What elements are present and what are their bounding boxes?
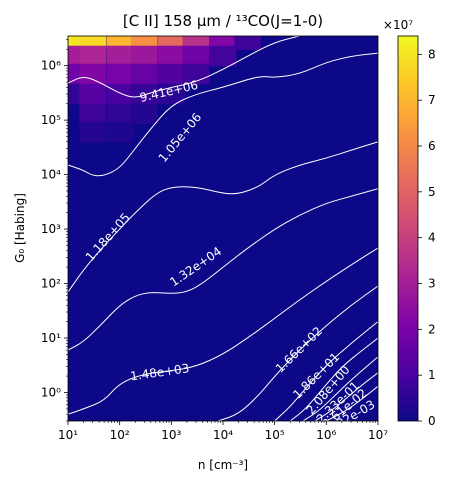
heatmap-cell	[158, 63, 185, 85]
heatmap-cell	[106, 45, 133, 67]
heatmap-cell	[79, 121, 106, 143]
heatmap-cell	[182, 45, 210, 67]
heatmap-cell	[106, 103, 133, 125]
contour-line	[302, 356, 378, 421]
plot-area: 9.41e+061.05e+061.18e+051.32e+041.48e+03…	[67, 35, 379, 422]
chart-title: [C II] 158 μm / ¹³CO(J=1-0)	[123, 12, 323, 30]
colorbar-ticks: 0 1 2 3 4 5 6 7 8	[418, 47, 436, 428]
colorbar-tick-label: 4	[428, 231, 436, 245]
x-tick-label: 10³	[161, 428, 181, 442]
colorbar-tick-label: 3	[428, 277, 436, 291]
heatmap-cell	[68, 83, 82, 105]
heatmap-cell	[68, 63, 82, 85]
y-tick-label: 10²	[41, 277, 61, 291]
contour-line	[274, 321, 378, 421]
colorbar-tick-label: 6	[428, 139, 436, 153]
contour-line	[289, 337, 378, 421]
heatmap-cell	[106, 83, 133, 105]
contour-line	[68, 52, 378, 177]
colorbar-tick-label: 0	[428, 414, 436, 428]
contour-line	[68, 36, 300, 98]
heatmap-cell	[158, 45, 185, 67]
contour-line	[68, 188, 378, 351]
y-tick-label: 10⁶	[41, 59, 61, 73]
colorbar-tick-label: 7	[428, 93, 436, 107]
contour-line	[217, 285, 378, 421]
heatmap-cell	[130, 103, 158, 125]
contour-line	[68, 141, 378, 293]
heatmap-cell	[79, 63, 106, 85]
x-tick-label: 10⁵	[265, 428, 285, 442]
heatmap-cell	[68, 45, 82, 67]
heatmap-cell	[79, 83, 106, 105]
y-tick-label: 10¹	[41, 331, 61, 345]
x-tick-label: 10²	[110, 428, 130, 442]
heatmap-cell	[79, 103, 106, 125]
contour-line	[68, 247, 378, 415]
colorbar: 0 1 2 3 4 5 6 7 8 ×10⁷	[383, 18, 436, 428]
contour-line	[326, 385, 378, 421]
y-axis: 10⁰ 10¹ 10² 10³ 10⁴ 10⁵ 10⁶	[41, 39, 68, 422]
heatmap-cell	[130, 63, 158, 85]
y-tick-label: 10³	[41, 222, 61, 236]
x-tick-label: 10¹	[58, 428, 78, 442]
colorbar-tick-label: 2	[428, 322, 436, 336]
x-tick-label: 10⁴	[213, 428, 233, 442]
heatmap-cell	[106, 121, 133, 143]
heatmap-cell	[130, 83, 158, 105]
y-tick-label: 10⁴	[41, 168, 61, 182]
heatmap-cell	[106, 63, 133, 85]
y-tick-label: 10⁰	[41, 386, 61, 400]
x-tick-label: 10⁶	[316, 428, 336, 442]
y-axis-label: G₀ [Habing]	[13, 193, 27, 263]
colorbar-gradient	[397, 35, 419, 422]
colorbar-tick-label: 1	[428, 368, 436, 382]
heatmap-cell	[79, 45, 106, 67]
colorbar-tick-label: 8	[428, 47, 436, 61]
heatmap-cell	[130, 45, 158, 67]
heatmap-cell	[209, 45, 237, 67]
contour-line	[314, 372, 378, 421]
colorbar-multiplier: ×10⁷	[383, 18, 413, 32]
x-tick-label: 10⁷	[368, 428, 388, 442]
colorbar-tick-label: 5	[428, 185, 436, 199]
y-tick-label: 10⁵	[41, 113, 61, 127]
heatmap-cell	[234, 36, 261, 50]
x-axis: 10¹ 10² 10³ 10⁴ 10⁵ 10⁶ 10⁷	[58, 421, 388, 442]
x-axis-label: n [cm⁻³]	[198, 458, 248, 472]
